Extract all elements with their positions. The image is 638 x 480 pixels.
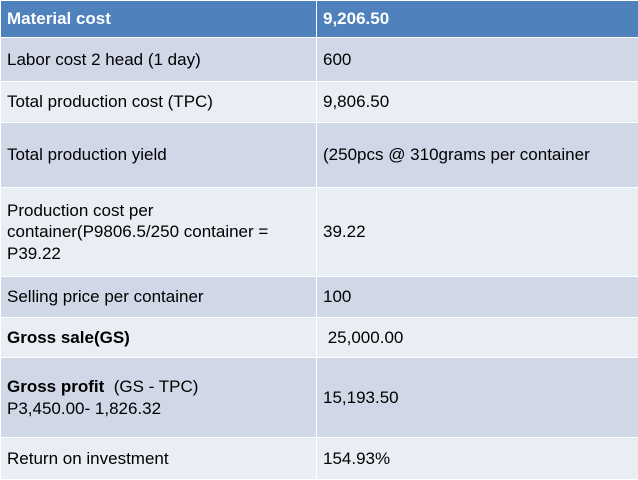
value-cell: 9,206.50 (317, 1, 638, 38)
label-cell: Material cost (1, 1, 317, 38)
table-row-labor-cost: Labor cost 2 head (1 day) 600 (1, 38, 638, 82)
table-row-material-cost: Material cost 9,206.50 (1, 1, 638, 38)
label-cell: Gross sale(GS) (1, 318, 317, 358)
value-cell: 25,000.00 (317, 318, 638, 358)
gross-profit-formula: (GS - TPC) (104, 377, 198, 396)
label-cell: Labor cost 2 head (1 day) (1, 38, 317, 82)
table-row-production-cost-per-container: Production cost per container(P9806.5/25… (1, 188, 638, 277)
table-row-selling-price: Selling price per container 100 (1, 277, 638, 318)
value-cell: 15,193.50 (317, 358, 638, 438)
label-cell: Return on investment (1, 438, 317, 480)
gross-profit-label: Gross profit (7, 377, 104, 396)
value-cell: 600 (317, 38, 638, 82)
value-cell: 154.93% (317, 438, 638, 480)
label-cell: Gross profit (GS - TPC) P3,450.00- 1,826… (1, 358, 317, 438)
value-cell: 100 (317, 277, 638, 318)
label-cell: Production cost per container(P9806.5/25… (1, 188, 317, 277)
table-row-total-production-cost: Total production cost (TPC) 9,806.50 (1, 82, 638, 123)
value-cell: 39.22 (317, 188, 638, 277)
table-row-gross-profit: Gross profit (GS - TPC) P3,450.00- 1,826… (1, 358, 638, 438)
gross-profit-calculation: P3,450.00- 1,826.32 (7, 399, 161, 418)
table-row-gross-sale: Gross sale(GS) 25,000.00 (1, 318, 638, 358)
label-cell: Total production cost (TPC) (1, 82, 317, 123)
table-row-total-production-yield: Total production yield (250pcs @ 310gram… (1, 123, 638, 188)
value-cell: 9,806.50 (317, 82, 638, 123)
value-cell: (250pcs @ 310grams per container (317, 123, 638, 188)
label-cell: Selling price per container (1, 277, 317, 318)
table-row-return-on-investment: Return on investment 154.93% (1, 438, 638, 480)
label-cell: Total production yield (1, 123, 317, 188)
